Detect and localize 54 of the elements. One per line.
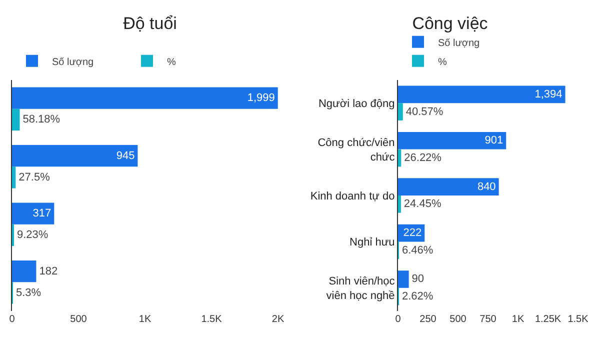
- bar: [398, 103, 403, 120]
- chart-title: Độ tuổi: [123, 14, 177, 33]
- bar: [398, 132, 506, 150]
- bar: [398, 86, 566, 104]
- x-tick-label: 0: [395, 314, 402, 325]
- bar: [398, 196, 401, 213]
- x-tick-label: 500: [70, 314, 88, 325]
- legend-label: Số lượng: [52, 56, 94, 68]
- bar: [12, 87, 278, 109]
- bar: [398, 178, 499, 196]
- data-label: 317: [32, 208, 52, 220]
- y-tick-label: Người lao động: [318, 98, 395, 110]
- data-label: 24.45%: [404, 198, 442, 210]
- x-tick-label: 750: [480, 314, 497, 325]
- legend-label: Số lượng: [438, 38, 480, 49]
- bar: [398, 149, 402, 167]
- data-label: 40.57%: [406, 106, 444, 118]
- data-label: 1,999: [247, 92, 275, 104]
- data-label: 945: [116, 150, 135, 162]
- x-tick-label: 1.25K: [534, 314, 562, 325]
- legend-label: %: [438, 56, 447, 68]
- data-label: 26.22%: [404, 152, 442, 164]
- data-label: 58.18%: [22, 114, 60, 126]
- bar: [12, 202, 54, 224]
- data-label: 222: [403, 227, 422, 240]
- x-tick-label: 1K: [138, 314, 152, 325]
- y-tick-label: Công chức/viên chức: [318, 137, 396, 164]
- bar: [12, 166, 16, 188]
- legend-label: %: [167, 56, 176, 68]
- data-label: 2.62%: [402, 290, 434, 303]
- data-label: 6.46%: [402, 244, 434, 256]
- x-tick-label: 1K: [512, 314, 524, 325]
- chart-title: Công việc: [412, 14, 488, 33]
- x-tick-label: 1.5K: [201, 314, 222, 325]
- bar: [12, 260, 36, 282]
- data-label: 840: [477, 180, 496, 193]
- y-tick-label: Kinh doanh tự do: [310, 190, 395, 202]
- data-label: 27.5%: [18, 171, 50, 184]
- x-tick-label: 500: [450, 314, 467, 325]
- data-label: 5.3%: [16, 286, 42, 299]
- bar: [398, 270, 409, 288]
- y-tick-label: Nghỉ hưu: [350, 236, 395, 249]
- x-tick-label: 1.5K: [568, 314, 589, 325]
- data-label: 9.23%: [17, 229, 48, 242]
- y-tick-label: Sinh viên/học viên học nghề: [326, 276, 396, 302]
- data-label: 182: [39, 265, 58, 278]
- x-tick-label: 250: [420, 314, 437, 325]
- x-tick-label: 2K: [272, 314, 284, 325]
- x-tick-label: 0: [9, 314, 16, 325]
- data-label: 1,394: [534, 88, 562, 100]
- data-label: 90: [412, 273, 424, 286]
- bar: [12, 144, 138, 167]
- data-label: 901: [484, 134, 504, 147]
- bar: [12, 108, 20, 131]
